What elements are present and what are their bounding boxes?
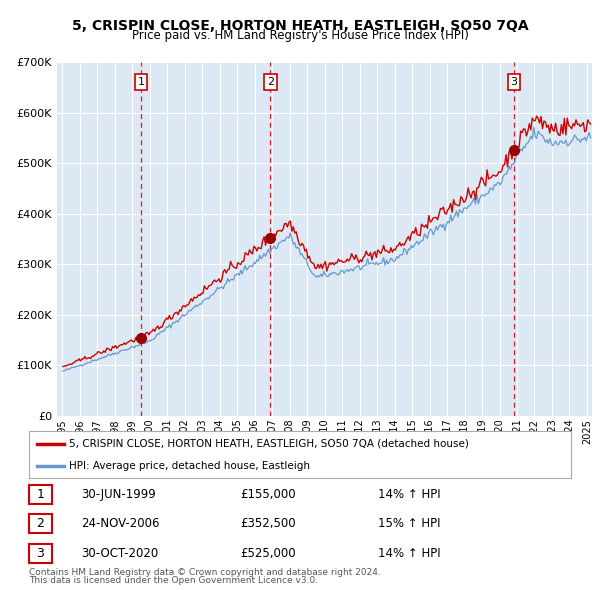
Text: 5, CRISPIN CLOSE, HORTON HEATH, EASTLEIGH, SO50 7QA (detached house): 5, CRISPIN CLOSE, HORTON HEATH, EASTLEIG… [70, 439, 469, 449]
Text: 14% ↑ HPI: 14% ↑ HPI [378, 547, 440, 560]
Text: HPI: Average price, detached house, Eastleigh: HPI: Average price, detached house, East… [70, 461, 310, 471]
Text: £352,500: £352,500 [240, 517, 296, 530]
Text: Price paid vs. HM Land Registry's House Price Index (HPI): Price paid vs. HM Land Registry's House … [131, 30, 469, 42]
Text: 2: 2 [36, 517, 44, 530]
Text: 1: 1 [36, 488, 44, 501]
Text: 24-NOV-2006: 24-NOV-2006 [81, 517, 160, 530]
Text: £525,000: £525,000 [240, 547, 296, 560]
Text: 5, CRISPIN CLOSE, HORTON HEATH, EASTLEIGH, SO50 7QA: 5, CRISPIN CLOSE, HORTON HEATH, EASTLEIG… [71, 19, 529, 33]
Text: 3: 3 [511, 77, 518, 87]
Text: This data is licensed under the Open Government Licence v3.0.: This data is licensed under the Open Gov… [29, 576, 318, 585]
Text: 30-JUN-1999: 30-JUN-1999 [81, 488, 156, 501]
Text: 3: 3 [36, 547, 44, 560]
Text: 30-OCT-2020: 30-OCT-2020 [81, 547, 158, 560]
Text: 1: 1 [137, 77, 145, 87]
Text: 2: 2 [267, 77, 274, 87]
Text: Contains HM Land Registry data © Crown copyright and database right 2024.: Contains HM Land Registry data © Crown c… [29, 568, 380, 577]
Text: 14% ↑ HPI: 14% ↑ HPI [378, 488, 440, 501]
Text: £155,000: £155,000 [240, 488, 296, 501]
Text: 15% ↑ HPI: 15% ↑ HPI [378, 517, 440, 530]
